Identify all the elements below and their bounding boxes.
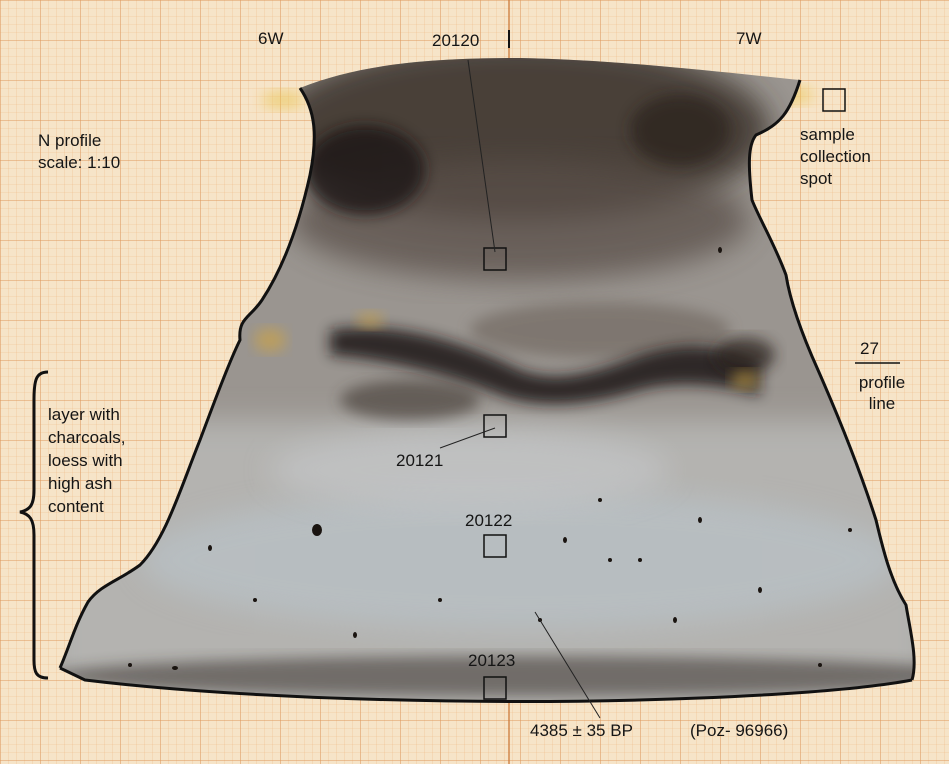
leader-line-20121 (439, 427, 496, 449)
legend-sample-line-1: sample (800, 125, 855, 144)
sample-square-20121 (483, 414, 507, 438)
sample-square-20123 (483, 676, 507, 700)
profile-line-caption: profile line (858, 373, 906, 413)
profile-line-number: 27 (860, 339, 879, 358)
title-line-1: N profile (38, 131, 102, 150)
legend-sample-square (822, 88, 846, 112)
layer-note-line-3: loess with (48, 451, 123, 470)
title-line-2: scale: 1:10 (38, 153, 121, 172)
sample-label-20122: 20122 (465, 511, 513, 530)
layer-note-line-4: high ash (48, 474, 113, 493)
sample-label-20123: 20123 (468, 651, 516, 670)
grid-label-7w: 7W (736, 29, 762, 48)
ochre-patch (261, 91, 305, 109)
layer-bracket (19, 370, 49, 680)
sample-label-20120: 20120 (432, 31, 480, 50)
profile-outline-right (747, 79, 916, 681)
dating-lab-code: (Poz- 96966) (690, 721, 789, 740)
legend-sample-line-3: spot (800, 169, 833, 188)
grid-label-6w: 6W (258, 29, 284, 48)
legend-sample-line-2: collection (800, 147, 871, 166)
layer-note-line-5: content (48, 497, 104, 516)
sample-square-20120 (483, 247, 507, 271)
profile-outline-left (58, 87, 316, 669)
layer-note-line-1: layer with (48, 405, 120, 424)
leader-line-20120 (467, 59, 496, 253)
sample-label-20121: 20121 (396, 451, 444, 470)
sample-square-20122 (483, 534, 507, 558)
dating-value: 4385 ± 35 BP (530, 721, 633, 740)
profile-outline-bottom (59, 666, 913, 703)
leader-line-dating (534, 611, 601, 719)
layer-note-line-2: charcoals, (48, 428, 126, 447)
